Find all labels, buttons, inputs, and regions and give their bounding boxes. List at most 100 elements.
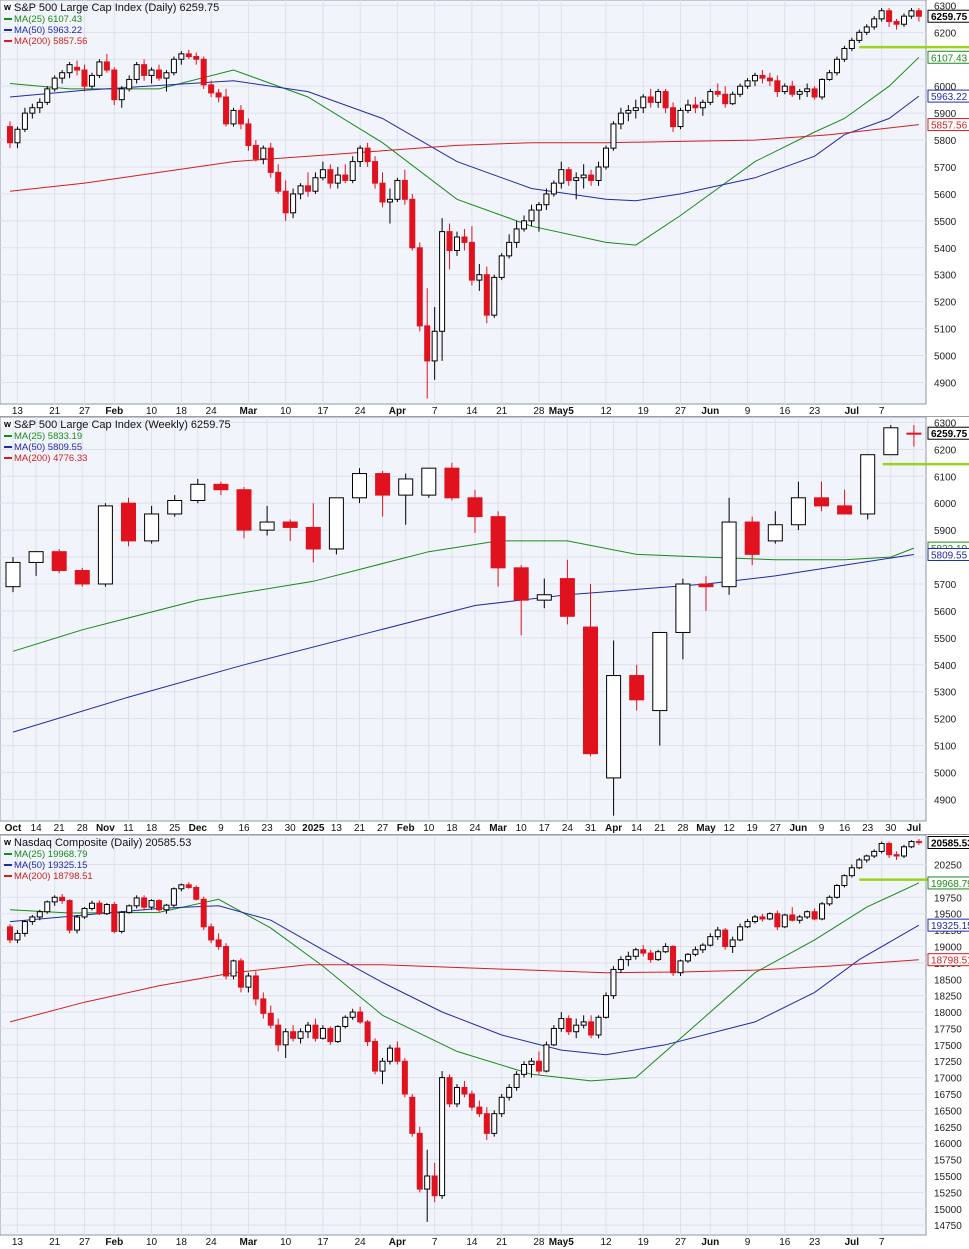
candle-body xyxy=(126,78,133,90)
x-tick-label: 18 xyxy=(176,406,188,416)
x-tick-label: 11 xyxy=(123,823,134,834)
candle-body xyxy=(883,427,899,456)
candle-body xyxy=(606,675,622,779)
candle-body xyxy=(640,949,647,954)
x-tick-label: 27 xyxy=(770,823,782,834)
candle-body xyxy=(193,56,200,60)
x-tick-label: 16 xyxy=(779,1237,791,1248)
price-tag-box xyxy=(927,547,969,561)
candle-body xyxy=(208,926,215,941)
x-tick-label: 13 xyxy=(331,823,343,834)
candle-body xyxy=(528,209,535,222)
candle-body xyxy=(647,952,654,961)
y-tick-label: 18250 xyxy=(934,992,962,1003)
x-tick-label: Dec xyxy=(189,823,208,834)
x-tick-label: Apr xyxy=(389,1237,406,1248)
candle-body xyxy=(490,516,506,569)
legend-entry: MA(200) 18798.51 xyxy=(14,871,93,882)
candle-body xyxy=(394,179,401,200)
candle-body xyxy=(737,926,744,941)
candle-body xyxy=(51,77,58,90)
candle-body xyxy=(267,1012,274,1026)
candle-body xyxy=(833,884,840,898)
price-tag-box xyxy=(927,836,969,850)
ma-line xyxy=(9,124,919,192)
x-tick-label: Jul xyxy=(845,1237,860,1248)
x-tick-label: 18 xyxy=(146,823,158,834)
candle-body xyxy=(789,85,796,95)
candle-body xyxy=(625,955,632,961)
x-tick-label: 24 xyxy=(206,406,218,416)
candle-body xyxy=(893,21,900,25)
x-tick-label: 7 xyxy=(879,406,885,416)
candle-body xyxy=(121,502,136,542)
candle-body xyxy=(59,896,66,902)
candle-body xyxy=(167,499,183,515)
candle-body xyxy=(29,916,36,923)
candle-body xyxy=(163,904,170,911)
x-tick-label: Mar xyxy=(489,823,507,834)
candle-body xyxy=(580,174,587,179)
x-tick-label: 14 xyxy=(466,1237,478,1248)
candle-body xyxy=(364,147,371,163)
candle-body xyxy=(275,1024,282,1046)
x-tick-label: Jul xyxy=(907,823,922,834)
candle-body xyxy=(860,454,876,515)
candle-body xyxy=(796,91,803,95)
y-tick-label: 5600 xyxy=(934,607,957,618)
candle-body xyxy=(513,567,529,601)
candle-body xyxy=(558,1018,565,1029)
y-tick-label: 16500 xyxy=(934,1106,962,1117)
x-tick-label: 28 xyxy=(533,406,545,416)
candle-body xyxy=(81,907,88,918)
x-tick-label: 12 xyxy=(600,1237,612,1248)
candle-body xyxy=(707,91,714,103)
candle-body xyxy=(819,78,826,98)
x-tick-label: 19 xyxy=(638,406,650,416)
candle-body xyxy=(215,92,222,98)
candle-body xyxy=(230,109,237,125)
candle-body xyxy=(223,96,230,125)
candle-body xyxy=(144,513,160,542)
candle-body xyxy=(848,867,855,877)
candle-body xyxy=(59,72,66,79)
candle-body xyxy=(319,1027,326,1039)
candle-body xyxy=(603,995,609,1018)
candle-body xyxy=(670,107,677,128)
x-tick-label: 21 xyxy=(496,406,508,416)
candle-body xyxy=(491,276,498,316)
legend-entry: MA(25) 5833.19 xyxy=(14,431,82,442)
candle-body xyxy=(744,80,751,87)
candle-body xyxy=(328,497,344,550)
candle-body xyxy=(506,241,513,257)
y-tick-label: 18500 xyxy=(934,975,962,986)
candle-body xyxy=(66,64,73,74)
candle-body xyxy=(535,1060,542,1072)
candle-body xyxy=(699,944,706,951)
y-tick-label: 5500 xyxy=(934,217,957,228)
candle-body xyxy=(74,66,81,71)
candle-body xyxy=(245,975,252,988)
ma-line xyxy=(9,56,920,246)
candle-body xyxy=(170,888,177,906)
legend-entry: MA(50) 5809.55 xyxy=(14,442,82,453)
candle-body xyxy=(675,583,691,633)
candle-body xyxy=(476,274,483,281)
candle-body xyxy=(372,1041,379,1072)
candle-body xyxy=(856,31,863,41)
candle-body xyxy=(446,1077,453,1105)
candle-body xyxy=(662,91,669,109)
y-tick-label: 6200 xyxy=(934,445,957,456)
legend-entry: MA(50) 5963.22 xyxy=(14,25,82,36)
candle-body xyxy=(908,841,915,848)
candle-body xyxy=(617,959,624,970)
candle-body xyxy=(729,93,736,105)
candle-body xyxy=(103,904,110,915)
candle-body xyxy=(342,174,349,181)
candle-body xyxy=(305,185,311,192)
candle-body xyxy=(21,112,28,130)
candle-body xyxy=(398,478,414,496)
x-tick-label: Nov xyxy=(96,823,115,834)
y-tick-label: 5600 xyxy=(934,190,957,201)
candle-body xyxy=(841,47,848,60)
